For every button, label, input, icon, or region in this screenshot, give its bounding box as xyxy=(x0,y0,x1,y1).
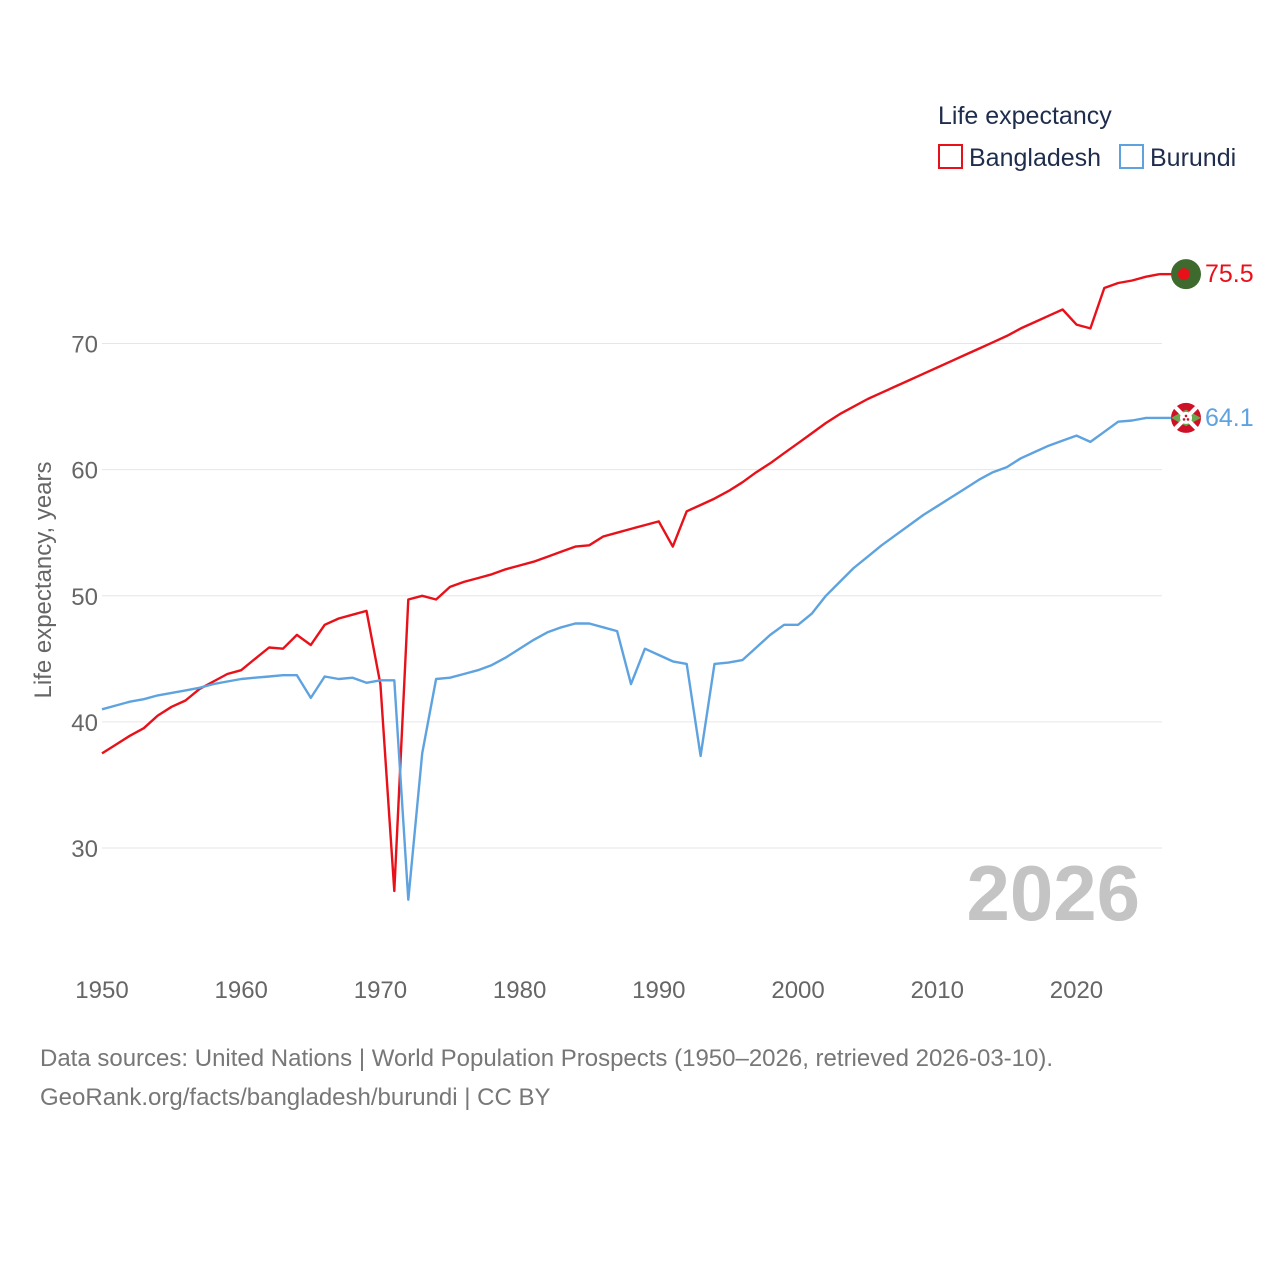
y-axis-ticks: 30 40 50 60 70 xyxy=(71,332,98,864)
y-axis-label: Life expectancy, years xyxy=(30,461,57,698)
series-line-bangladesh[interactable] xyxy=(101,272,1161,893)
legend-item-bangladesh[interactable]: Bangladesh xyxy=(938,144,1101,172)
grid-lines xyxy=(102,343,1162,849)
x-tick-label: 2000 xyxy=(771,977,824,1004)
legend: Life expectancy Bangladesh Burundi xyxy=(938,102,1236,172)
legend-label-bangladesh: Bangladesh xyxy=(969,144,1101,172)
current-year-label: 2026 xyxy=(966,849,1140,937)
end-value-label-burundi: 64.1 xyxy=(1205,404,1254,432)
data-source-note: Data sources: United Nations | World Pop… xyxy=(40,1045,1054,1072)
legend-title: Life expectancy xyxy=(938,102,1112,130)
series-lines xyxy=(101,272,1161,901)
burundi-flag-icon xyxy=(1171,402,1201,433)
bangladesh-flag-icon xyxy=(1171,259,1201,290)
y-tick-label: 50 xyxy=(71,584,98,611)
y-tick-label: 30 xyxy=(71,836,98,863)
series-endpoints: 75.5 64.1 xyxy=(1160,259,1254,433)
x-tick-label: 1990 xyxy=(632,977,685,1004)
x-tick-label: 1980 xyxy=(493,977,546,1004)
series-line-burundi[interactable] xyxy=(101,416,1160,901)
x-tick-label: 2020 xyxy=(1050,977,1103,1004)
x-tick-label: 2010 xyxy=(911,977,964,1004)
x-tick-label: 1970 xyxy=(354,977,407,1004)
legend-swatch-bangladesh xyxy=(938,144,963,169)
y-tick-label: 60 xyxy=(71,458,98,485)
end-value-label-bangladesh: 75.5 xyxy=(1205,260,1254,288)
x-tick-label: 1950 xyxy=(75,977,128,1004)
x-axis-ticks: 1950 1960 1970 1980 1990 2000 2010 2020 xyxy=(75,977,1103,1004)
legend-item-burundi[interactable]: Burundi xyxy=(1119,144,1236,172)
legend-label-burundi: Burundi xyxy=(1150,144,1236,172)
x-tick-label: 1960 xyxy=(215,977,268,1004)
y-tick-label: 40 xyxy=(71,710,98,737)
source-link[interactable]: GeoRank.org/facts/bangladesh/burundi | C… xyxy=(40,1084,551,1111)
y-tick-label: 70 xyxy=(71,332,98,359)
legend-swatch-burundi xyxy=(1119,144,1144,169)
